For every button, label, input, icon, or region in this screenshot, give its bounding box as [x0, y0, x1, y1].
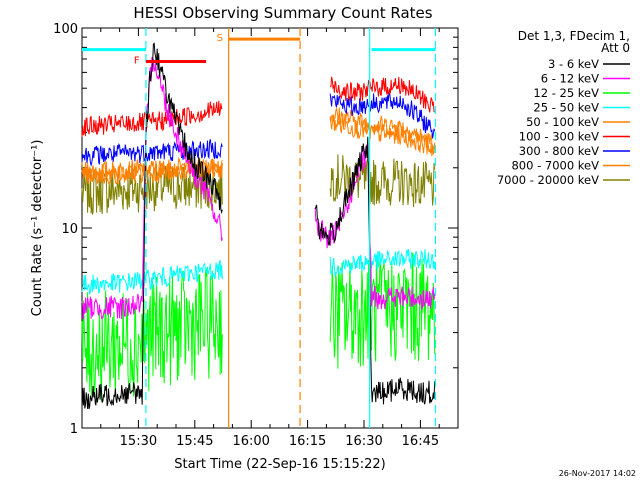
flag-label: F [134, 55, 140, 66]
timestamp: 26-Nov-2017 14:02 [559, 469, 636, 478]
series-group [81, 42, 436, 410]
x-axis-label: Start Time (22-Sep-16 15:15:22) [174, 457, 385, 472]
markers: FS [82, 28, 437, 428]
legend-entry: 100 - 300 keV [519, 130, 599, 144]
legend-title-line-1: Det 1,3, FDecim 1, [518, 29, 630, 43]
series-line-7000-20000-keV [329, 154, 436, 208]
legend-entry: 25 - 50 keV [533, 101, 599, 115]
chart-title: HESSI Observing Summary Count Rates [133, 4, 432, 22]
legend-entry: 7000 - 20000 keV [497, 173, 599, 187]
series-line-6-12-keV [81, 56, 223, 320]
legend-title-line-2: Att 0 [601, 41, 630, 55]
y-tick-label: 1 [70, 422, 78, 437]
legend-entry: 3 - 6 keV [548, 57, 599, 71]
x-tick-label: 15:45 [176, 434, 213, 449]
y-tick-label: 10 [61, 222, 78, 237]
legend-entry: 6 - 12 keV [541, 72, 599, 86]
series-line-300-800-keV [329, 91, 436, 139]
x-tick-label: 16:00 [232, 434, 269, 449]
x-tick-label: 16:45 [402, 434, 439, 449]
series-line-3-6-keV [81, 42, 223, 410]
series-line-100-300-keV [81, 100, 223, 138]
legend-entry: 800 - 7000 keV [511, 159, 599, 173]
series-line-25-50-keV [81, 259, 223, 295]
flag-label: S [217, 33, 223, 44]
x-tick-label: 16:15 [289, 434, 326, 449]
x-tick-label: 16:30 [345, 434, 382, 449]
series-line-12-25-keV [81, 267, 223, 402]
y-axis-label: Count Rate (s⁻¹ detector⁻¹) [30, 140, 45, 317]
axis-ticks: 15:30 15:45 16:00 16:15 16:30 16:45 1 10 100 [53, 22, 458, 449]
series-line-6-12-keV [314, 143, 436, 311]
legend-entry: 300 - 800 keV [519, 144, 599, 158]
series-line-300-800-keV [81, 139, 223, 167]
y-tick-label: 100 [53, 22, 78, 37]
x-tick-label: 15:30 [120, 434, 157, 449]
legend-entry: 12 - 25 keV [533, 86, 599, 100]
series-line-25-50-keV [329, 248, 436, 278]
series-line-50-100-keV [329, 114, 436, 157]
series-line-12-25-keV [329, 252, 436, 369]
series-line-100-300-keV [330, 76, 435, 113]
legend-entry: 50 - 100 keV [526, 115, 599, 129]
series-line-3-6-keV [314, 136, 436, 405]
